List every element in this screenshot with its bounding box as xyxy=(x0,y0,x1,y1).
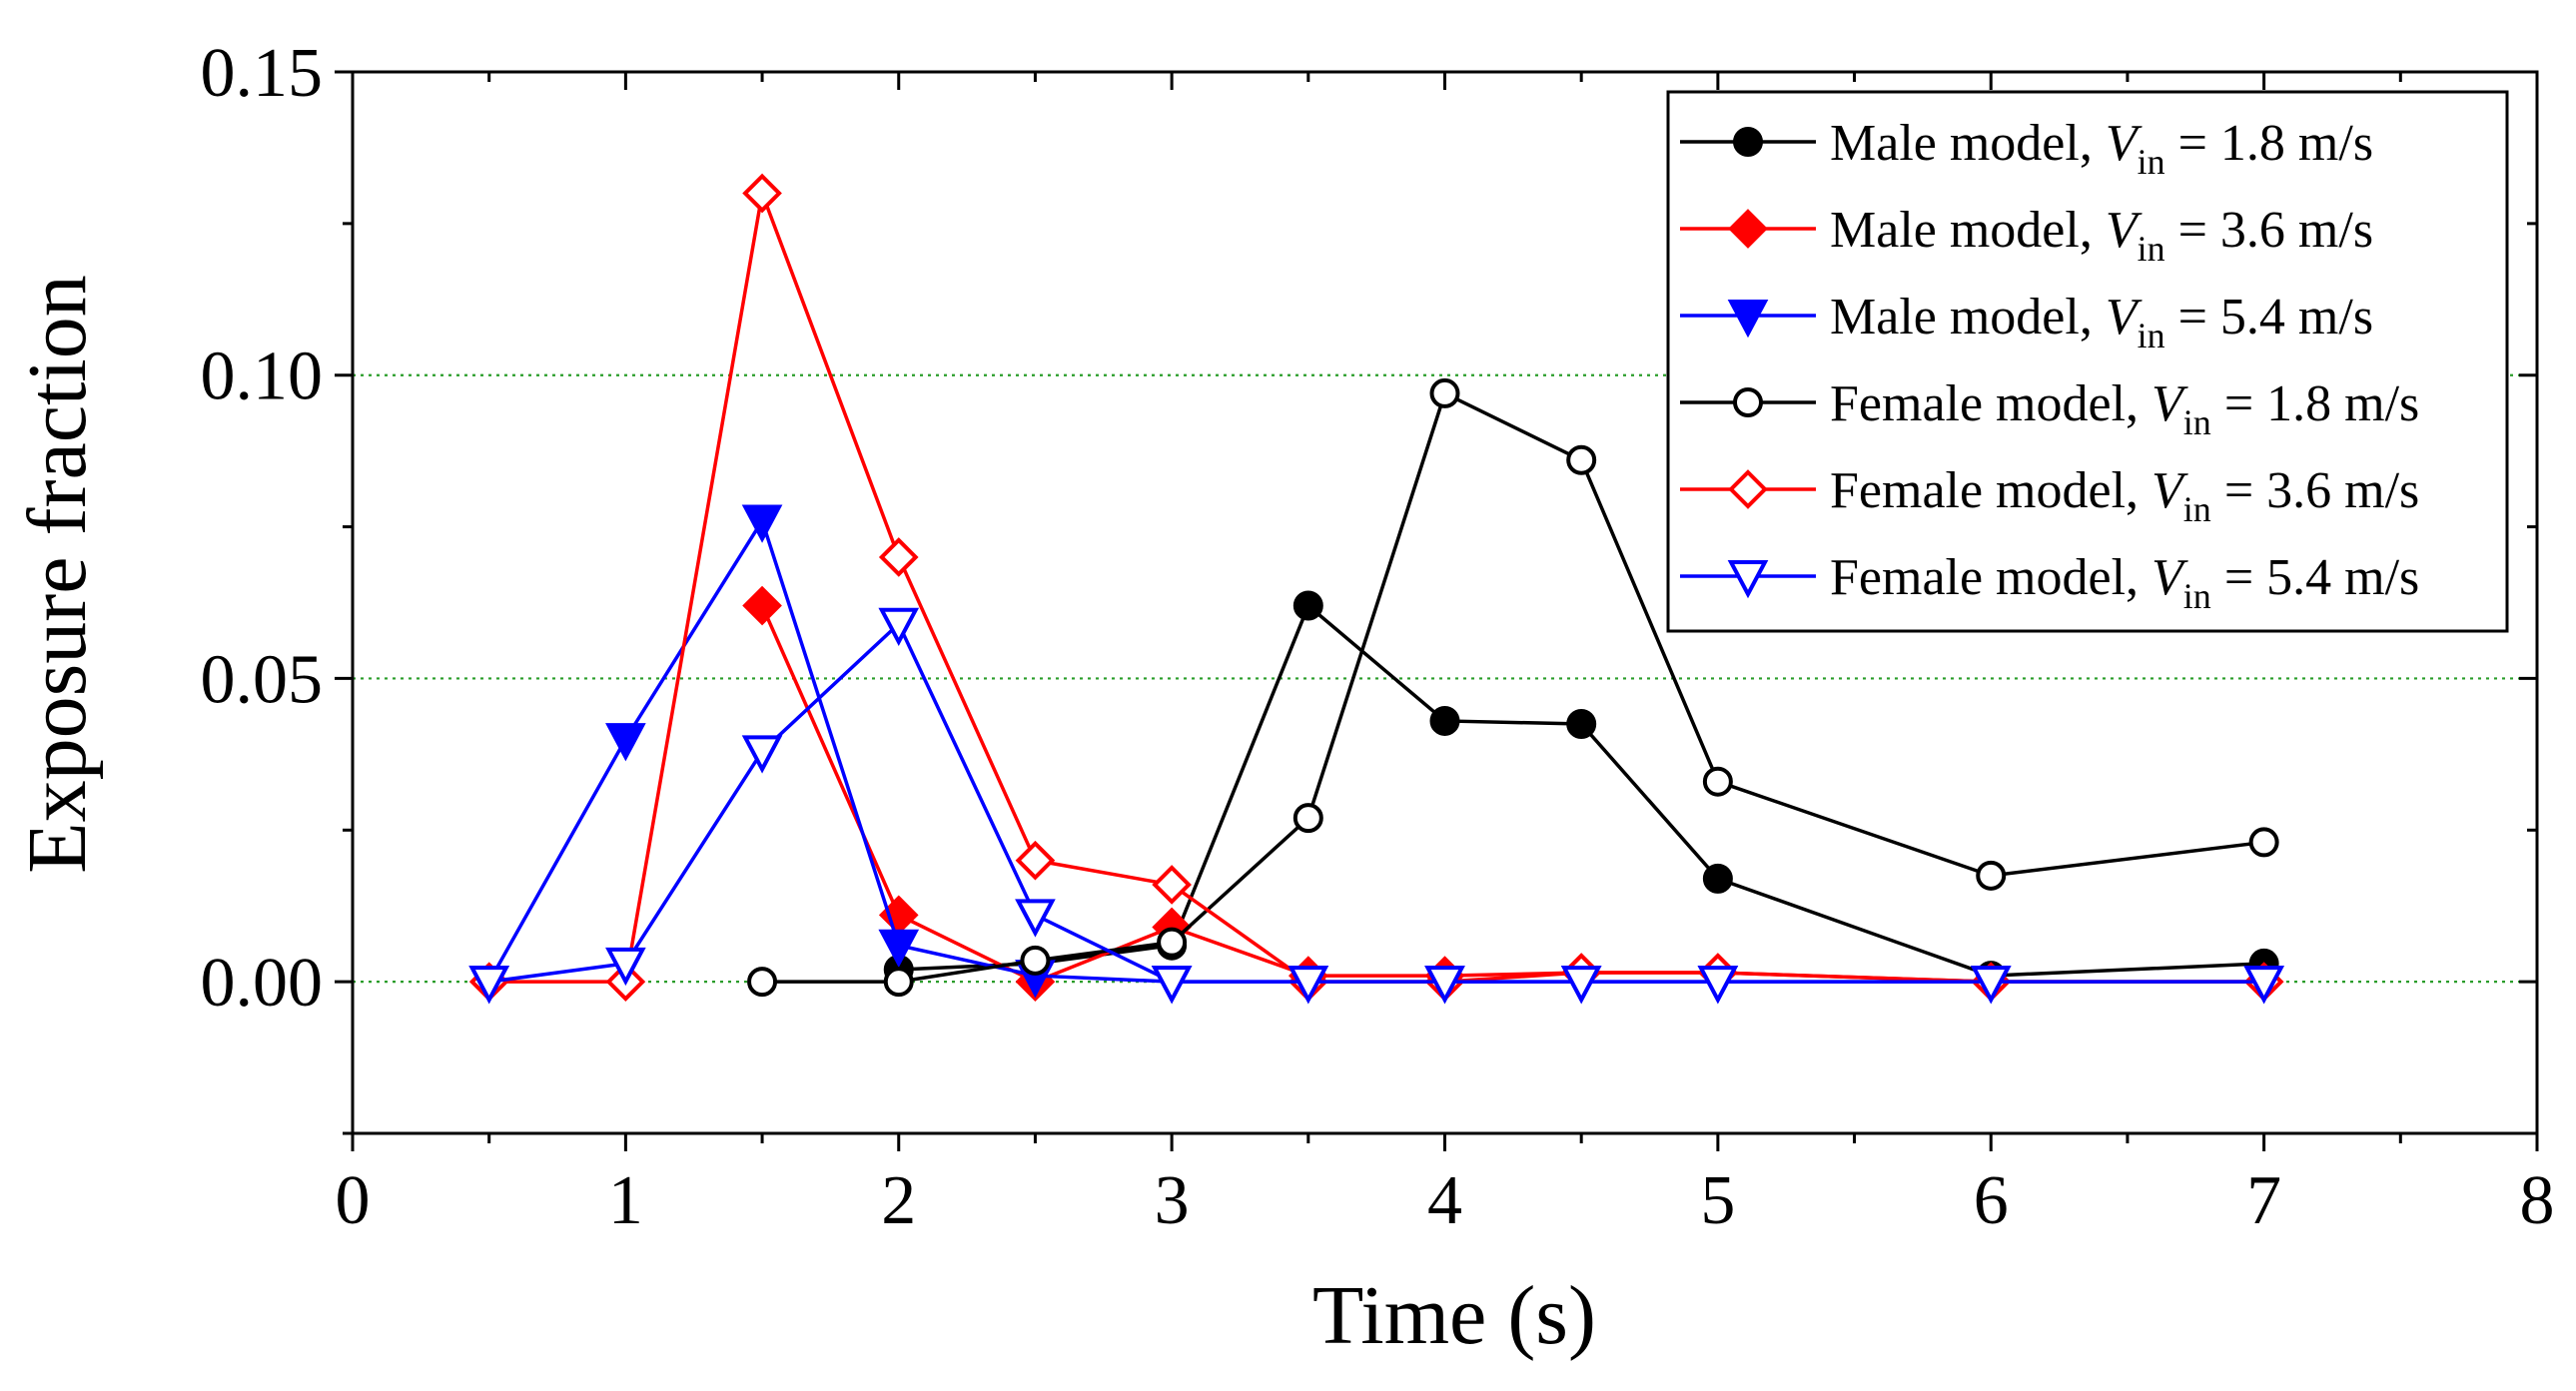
series-line xyxy=(488,186,2264,984)
plot-series xyxy=(468,173,2284,1005)
series-line xyxy=(760,604,2264,985)
legend-box xyxy=(1666,90,2509,633)
x-tick-label: 2 xyxy=(881,1162,916,1239)
data-point xyxy=(1429,705,1460,736)
x-tick-label: 5 xyxy=(1700,1162,1735,1239)
y-tick-label: 0.05 xyxy=(201,641,324,718)
x-tick-label: 6 xyxy=(1974,1162,2009,1239)
series-4 xyxy=(747,377,2279,998)
data-point xyxy=(742,585,782,626)
data-point xyxy=(1429,377,1460,408)
data-point xyxy=(878,607,920,647)
y-tick-label: 0.10 xyxy=(201,339,324,415)
legend-label: Female model, Vin = 1.8 m/s xyxy=(1830,375,2419,442)
x-tick-label: 4 xyxy=(1427,1162,1462,1239)
data-point xyxy=(1970,966,2012,1005)
data-point xyxy=(1976,860,2007,891)
x-tick-label: 0 xyxy=(336,1162,371,1239)
legend-label: Female model, Vin = 5.4 m/s xyxy=(1830,549,2419,616)
data-point xyxy=(1566,444,1597,475)
legend-marker xyxy=(1733,387,1763,417)
y-tick-label: 0.00 xyxy=(201,945,324,1022)
series-2 xyxy=(742,585,2284,1002)
legend-marker xyxy=(1727,300,1769,339)
data-point xyxy=(605,723,646,762)
data-point xyxy=(878,537,919,577)
series-line xyxy=(488,620,2264,984)
y-tick-label: 0.15 xyxy=(201,35,324,112)
data-point xyxy=(1560,966,1602,1005)
data-point xyxy=(883,967,914,998)
data-point xyxy=(1697,966,1739,1005)
x-tick-label: 8 xyxy=(2520,1162,2555,1239)
data-point xyxy=(2248,827,2279,858)
data-point xyxy=(1566,708,1597,739)
series-line xyxy=(762,390,2264,984)
legend-label: Male model, Vin = 5.4 m/s xyxy=(1830,289,2373,355)
legend-label: Male model, Vin = 3.6 m/s xyxy=(1830,202,2373,269)
data-point xyxy=(747,967,778,998)
data-point xyxy=(1157,927,1188,958)
data-point xyxy=(2243,966,2284,1005)
data-point xyxy=(1015,899,1056,938)
legend: Male model, Vin = 1.8 m/s Male model, Vin… xyxy=(1666,90,2509,633)
data-point xyxy=(1702,863,1733,894)
x-axis-title: Time (s) xyxy=(1312,1269,1596,1362)
data-point xyxy=(1292,590,1323,621)
x-tick-label: 3 xyxy=(1155,1162,1190,1239)
data-point xyxy=(741,735,783,774)
data-point xyxy=(1015,840,1056,881)
data-point xyxy=(468,966,510,1005)
legend-marker xyxy=(1728,469,1768,509)
legend-label: Female model, Vin = 3.6 m/s xyxy=(1830,462,2419,529)
data-point xyxy=(1151,966,1193,1005)
x-tick-label: 7 xyxy=(2246,1162,2281,1239)
series-line xyxy=(898,602,2264,978)
data-point xyxy=(742,173,782,214)
data-point xyxy=(1292,803,1323,834)
data-point xyxy=(1288,966,1329,1005)
legend-marker xyxy=(1727,560,1769,599)
data-point xyxy=(878,929,920,968)
legend-label: Male model, Vin = 1.8 m/s xyxy=(1830,115,2373,182)
y-axis-title: Exposure fraction xyxy=(11,275,104,873)
data-point xyxy=(741,504,783,543)
data-point xyxy=(605,947,646,987)
data-point xyxy=(1152,865,1192,905)
axes: 0 1 2 3 4 5 6 7 8 0.00 0.05 0.10 0.15 xyxy=(201,35,2555,1239)
data-point xyxy=(1424,966,1465,1005)
x-tick-label: 1 xyxy=(608,1162,643,1239)
data-point xyxy=(1702,766,1733,797)
legend-marker xyxy=(1733,127,1763,157)
series-1 xyxy=(883,590,2279,992)
series-6 xyxy=(468,607,2284,1005)
legend-marker xyxy=(1728,209,1768,249)
data-point xyxy=(1020,945,1051,976)
